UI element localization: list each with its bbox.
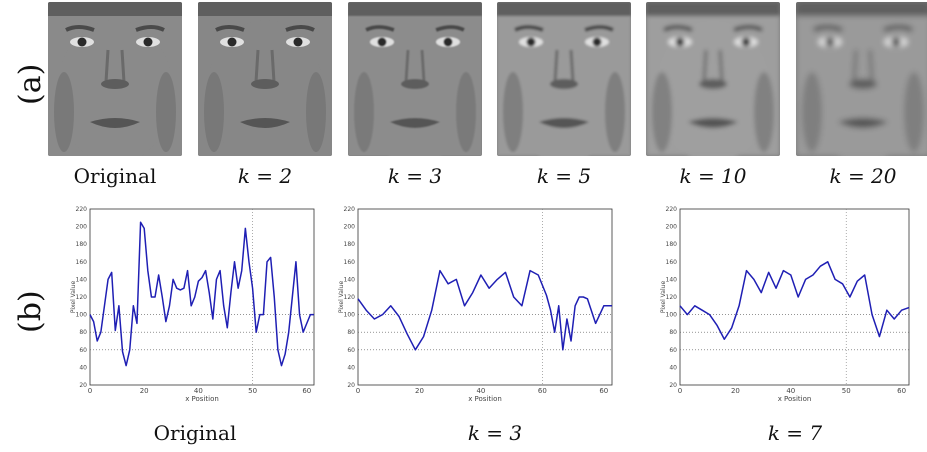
x-axis-label: x Position [778, 395, 812, 403]
y-tick-label: 140 [344, 276, 356, 283]
y-tick-label: 140 [76, 276, 88, 283]
y-tick-label: 120 [666, 294, 678, 301]
x-tick-label: 20 [731, 387, 740, 395]
y-tick-label: 180 [76, 241, 88, 248]
y-tick-label: 100 [666, 312, 678, 319]
y-tick-label: 80 [347, 329, 355, 336]
y-tick-label: 200 [76, 224, 88, 231]
row-label-b: (b) [13, 290, 48, 333]
face-caption-5: k = 10 [679, 164, 747, 188]
y-tick-label: 220 [666, 206, 678, 213]
y-tick-label: 20 [347, 382, 355, 389]
x-tick-label: 40 [194, 387, 203, 395]
x-tick-label: 50 [248, 387, 257, 395]
x-tick-label: 50 [842, 387, 851, 395]
y-tick-label: 20 [669, 382, 677, 389]
y-tick-label: 100 [76, 312, 88, 319]
y-tick-label: 220 [344, 206, 356, 213]
y-tick-label: 80 [669, 329, 677, 336]
y-tick-label: 20 [79, 382, 87, 389]
series-line [89, 221, 314, 367]
y-tick-label: 160 [666, 259, 678, 266]
face-caption-4: k = 5 [536, 164, 592, 188]
y-tick-label: 120 [76, 294, 88, 301]
plot-caption-3: k = 7 [767, 421, 823, 445]
y-tick-label: 60 [79, 347, 87, 354]
row-label-a: (a) [13, 63, 48, 105]
x-tick-label: 0 [356, 387, 360, 395]
y-tick-label: 120 [344, 294, 356, 301]
face-image-2 [198, 2, 332, 156]
x-tick-label: 40 [786, 387, 795, 395]
x-tick-label: 0 [678, 387, 682, 395]
face-image-4 [497, 2, 631, 156]
face-caption-3: k = 3 [387, 164, 443, 188]
y-tick-label: 180 [666, 241, 678, 248]
y-tick-label: 40 [669, 364, 677, 371]
x-axis-label: x Position [468, 395, 502, 403]
y-tick-label: 140 [666, 276, 678, 283]
y-tick-label: 40 [347, 364, 355, 371]
face-image-1 [48, 2, 182, 156]
x-tick-label: 60 [302, 387, 311, 395]
x-tick-label: 20 [140, 387, 149, 395]
plot-frame [89, 208, 315, 386]
y-axis-label: Pixel Value [338, 281, 345, 314]
y-tick-label: 60 [347, 347, 355, 354]
face-caption-1: Original [73, 164, 157, 188]
plot-caption-2: k = 3 [467, 421, 523, 445]
x-axis-label: x Position [185, 395, 219, 403]
y-tick-label: 100 [344, 312, 356, 319]
face-caption-6: k = 20 [829, 164, 897, 188]
y-axis-label: Pixel Value [660, 281, 667, 314]
series-line [357, 269, 612, 351]
y-tick-label: 80 [79, 329, 87, 336]
plot-frame [357, 208, 613, 386]
y-tick-label: 180 [344, 241, 356, 248]
face-image-6 [796, 2, 927, 156]
face-image-5 [646, 2, 780, 156]
y-tick-label: 40 [79, 364, 87, 371]
x-tick-label: 20 [415, 387, 424, 395]
y-tick-label: 160 [76, 259, 88, 266]
x-tick-label: 40 [476, 387, 485, 395]
plot-caption-1: Original [153, 421, 237, 445]
y-axis-label: Pixel Value [70, 281, 77, 314]
x-tick-label: 60 [599, 387, 608, 395]
plot-frame [679, 208, 910, 386]
face-caption-2: k = 2 [237, 164, 293, 188]
y-tick-label: 220 [76, 206, 88, 213]
x-tick-label: 60 [538, 387, 547, 395]
x-tick-label: 0 [88, 387, 92, 395]
x-tick-label: 60 [897, 387, 906, 395]
y-tick-label: 160 [344, 259, 356, 266]
y-tick-label: 200 [344, 224, 356, 231]
series-line [679, 261, 910, 340]
y-tick-label: 200 [666, 224, 678, 231]
face-image-3 [348, 2, 482, 156]
y-tick-label: 60 [669, 347, 677, 354]
